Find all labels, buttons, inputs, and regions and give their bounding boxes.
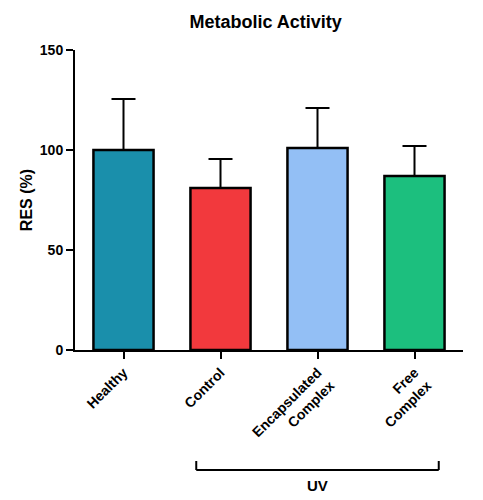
svg-text:Healthy: Healthy xyxy=(83,364,130,411)
svg-text:100: 100 xyxy=(40,142,64,158)
svg-text:RES (%): RES (%) xyxy=(18,169,35,231)
svg-text:0: 0 xyxy=(55,342,63,358)
svg-text:FreeComplex: FreeComplex xyxy=(368,364,434,430)
svg-text:50: 50 xyxy=(48,242,64,258)
svg-text:EncapsulatedComplex: EncapsulatedComplex xyxy=(249,364,338,453)
svg-text:UV: UV xyxy=(307,477,328,494)
svg-text:150: 150 xyxy=(40,42,64,58)
svg-text:Control: Control xyxy=(181,365,228,412)
svg-text:Metabolic Activity: Metabolic Activity xyxy=(189,12,341,32)
